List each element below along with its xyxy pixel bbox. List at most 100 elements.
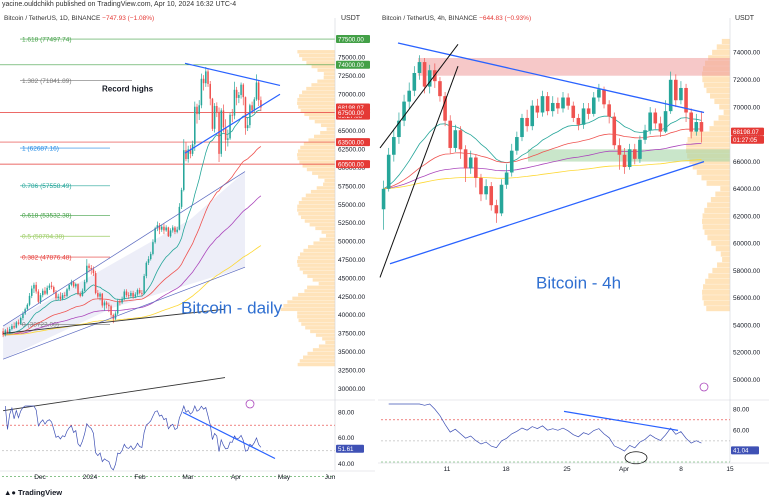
four-hour-volume-profile-bar: [689, 131, 730, 137]
four-hour-volume-profile-bar: [723, 109, 730, 115]
four-hour-candle: [561, 97, 565, 109]
four-hour-volume-profile-bar: [703, 82, 730, 88]
daily-price-tag: [336, 138, 370, 147]
daily-y-tick-label: 35000.00: [338, 349, 365, 356]
daily-candle: [211, 98, 214, 129]
four-hour-background: [378, 12, 769, 474]
daily-volume-profile-bar: [305, 193, 335, 197]
four-hour-candle: [694, 122, 699, 132]
four-hour-candle: [602, 89, 606, 105]
daily-volume-profile-bar: [297, 256, 335, 260]
daily-x-tick-label: Dec: [34, 474, 46, 481]
daily-price-tag-label: 63500.00: [338, 139, 364, 146]
four-hour-chart-panel[interactable]: Bitcoin - 4h74000.0072000.0070000.006800…: [378, 12, 769, 484]
daily-chart-title: Bitcoin / TetherUS, 1D, BINANCE −747.93 …: [4, 15, 154, 22]
daily-candle: [233, 89, 236, 116]
four-hour-candle: [550, 102, 555, 112]
four-hour-candle: [653, 112, 658, 124]
daily-symbol-label: Bitcoin / TetherUS, 1D, BINANCE: [4, 15, 101, 22]
four-hour-volume-profile-bar: [686, 142, 730, 148]
daily-candle: [101, 293, 104, 306]
daily-volume-profile-bar: [311, 83, 335, 87]
daily-candle: [13, 326, 15, 328]
four-hour-moving-average-20: [383, 115, 702, 190]
daily-candle: [198, 105, 200, 115]
four-hour-alert-icon: [699, 382, 709, 392]
four-hour-moving-average-200: [383, 159, 702, 190]
daily-y-tick-label: 72500.00: [338, 73, 365, 80]
daily-volume-profile-bar: [297, 362, 335, 367]
daily-candle: [70, 281, 73, 285]
daily-triangle-lower: [184, 93, 281, 154]
daily-volume-profile-bar: [307, 274, 335, 278]
daily-candle: [249, 105, 251, 126]
daily-volume-profile-bar: [280, 307, 335, 312]
four-hour-candle: [581, 108, 586, 125]
daily-candle: [90, 267, 93, 270]
daily-volume-profile-bar: [297, 315, 335, 319]
daily-candle: [224, 127, 227, 140]
four-hour-chart-canvas[interactable]: Bitcoin - 4h74000.0072000.0070000.006800…: [378, 12, 769, 484]
daily-volume-profile-bar: [318, 175, 335, 179]
four-hour-candle: [591, 97, 596, 114]
four-hour-candle: [463, 149, 468, 169]
daily-volume-profile-bar: [302, 164, 335, 168]
daily-candle: [44, 290, 46, 294]
daily-candle: [235, 89, 238, 98]
daily-chart-panel[interactable]: 1.618 (77497.74) 1.382 (71841.89) 1 (62687…: [0, 12, 375, 484]
daily-x-tick-label: Jun: [325, 474, 336, 481]
four-hour-volume-profile-bar: [702, 77, 730, 83]
four-hour-candle: [499, 184, 504, 214]
four-hour-volume-profile-bar: [713, 120, 730, 126]
four-hour-volume-profile-bar: [687, 137, 730, 143]
four-hour-volume-profile-bar: [712, 49, 730, 55]
daily-candle: [231, 114, 234, 116]
four-hour-candle: [545, 96, 550, 112]
four-hour-volume-profile-bar: [715, 246, 730, 252]
daily-candle: [238, 94, 240, 98]
daily-volume-profile-bar: [299, 53, 335, 58]
daily-candle: [66, 289, 68, 296]
daily-volume-profile-bar: [304, 112, 335, 117]
daily-volume-profile-bar: [303, 248, 335, 253]
four-hour-volume-profile-bar: [710, 93, 730, 99]
daily-volume-profile-bar: [307, 245, 335, 249]
four-hour-candle: [622, 154, 627, 168]
daily-volume-profile-bar: [297, 149, 335, 153]
four-hour-candle: [684, 87, 688, 113]
daily-candle: [200, 78, 203, 106]
daily-candle: [86, 265, 88, 282]
daily-candle: [134, 294, 137, 297]
four-hour-annotation: Bitcoin - 4h: [536, 273, 621, 292]
daily-candle: [145, 262, 148, 277]
four-hour-candle: [525, 117, 529, 127]
daily-candle: [11, 326, 13, 330]
daily-volume-profile-bar: [323, 75, 335, 80]
daily-volume-profile-bar: [297, 208, 335, 212]
daily-volume-profile-bar: [299, 94, 335, 98]
four-hour-candle: [509, 150, 514, 173]
four-hour-volume-profile-bar: [721, 38, 730, 45]
four-hour-y-tick-label: 58000.00: [733, 268, 760, 275]
daily-x-tick-label: Apr: [231, 474, 242, 481]
daily-candle: [163, 226, 165, 231]
daily-volume-profile-bar: [326, 127, 335, 131]
four-hour-volume-profile-bar: [709, 126, 730, 132]
four-hour-triangle-upper: [397, 42, 705, 114]
four-hour-candle: [458, 130, 463, 150]
four-hour-volume-profile-bar: [696, 169, 730, 175]
daily-candle: [92, 269, 95, 274]
daily-candle: [246, 125, 249, 129]
daily-candle: [37, 291, 40, 302]
daily-y-tick-label: 30000.00: [338, 386, 365, 393]
four-hour-candle: [417, 62, 422, 73]
daily-chart-canvas[interactable]: 1.618 (77497.74) 1.382 (71841.89) 1 (62687…: [0, 12, 375, 484]
four-hour-volume-profile-bar: [702, 289, 730, 295]
daily-candle: [165, 227, 167, 231]
daily-candle: [169, 230, 172, 237]
daily-candle: [147, 259, 150, 263]
four-hour-candle: [699, 122, 704, 132]
daily-volume-profile-bar: [299, 359, 335, 363]
four-hour-candle: [540, 96, 545, 113]
four-hour-candle: [627, 149, 632, 168]
